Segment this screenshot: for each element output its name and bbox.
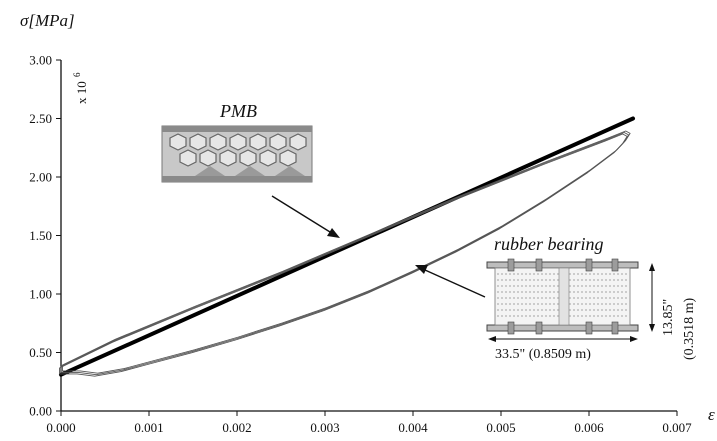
svg-text:x 10: x 10 <box>74 81 89 104</box>
x-axis-title: ε <box>708 405 715 424</box>
y-multiplier-label: x 10 6 <box>72 72 89 104</box>
height-dimension-line <box>649 263 655 332</box>
y-axis-title: σ[MPa] <box>20 11 75 30</box>
x-tick-label: 0.007 <box>662 420 692 435</box>
x-tick-label: 0.001 <box>134 420 163 435</box>
x-tick-label: 0.004 <box>398 420 428 435</box>
pmb-structure-image <box>161 125 313 183</box>
y-tick-label: 2.00 <box>29 170 52 185</box>
rubber-bearing-hysteresis-loop <box>60 132 630 376</box>
rubber-bearing-diagram <box>486 258 639 335</box>
y-tick-label: 3.00 <box>29 53 52 68</box>
svg-text:6: 6 <box>72 72 82 77</box>
x-tick-label: 0.002 <box>222 420 251 435</box>
y-tick-label: 0.50 <box>29 345 52 360</box>
rubber-bearing-hysteresis-loop <box>59 133 628 377</box>
pmb-label: PMB <box>219 101 257 121</box>
y-tick-label: 1.00 <box>29 287 52 302</box>
width-dimension-line <box>488 336 638 342</box>
rubber-bearing-hysteresis-loop <box>62 130 631 374</box>
x-tick-label: 0.006 <box>574 420 604 435</box>
rubber-bearing-label: rubber bearing <box>494 234 604 254</box>
x-tick-label: 0.005 <box>486 420 515 435</box>
height-dimension-metric-label: (0.3518 m) <box>682 297 697 360</box>
y-tick-label: 0.00 <box>29 404 52 419</box>
pmb-stress-strain-line <box>59 116 635 377</box>
y-tick-label: 2.50 <box>29 111 52 126</box>
rubber-bearing-arrow <box>415 265 486 298</box>
x-tick-label: 0.000 <box>46 420 75 435</box>
y-tick-label: 1.50 <box>29 228 52 243</box>
x-tick-label: 0.003 <box>310 420 339 435</box>
width-dimension-label: 33.5" (0.8509 m) <box>495 347 591 362</box>
height-dimension-label: 13.85" <box>661 299 676 336</box>
pmb-arrow <box>271 195 340 238</box>
